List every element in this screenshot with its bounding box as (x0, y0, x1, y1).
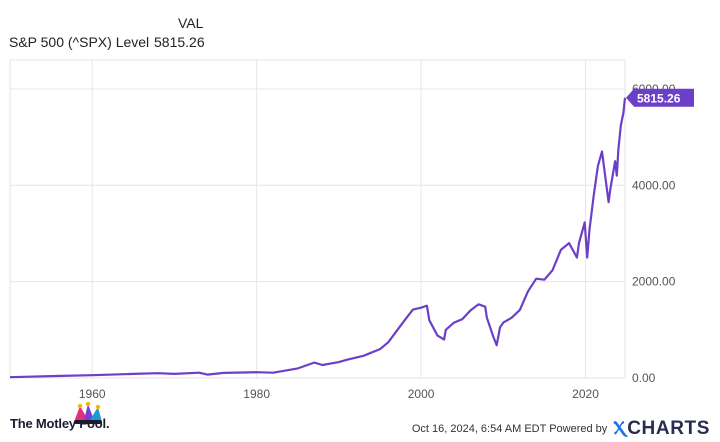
motley-fool-logo: The Motley Fool. (10, 402, 110, 438)
x-tick-label: 2000 (408, 387, 435, 400)
last-value-label: 5815.26 (637, 91, 681, 105)
plot-frame (9, 59, 626, 379)
footer-attribution: Oct 16, 2024, 6:54 AM EDT Powered by Ⲭ C… (412, 418, 710, 440)
timestamp: Oct 16, 2024, 6:54 AM EDT Powered by (411, 423, 608, 435)
x-tick-label: 1960 (79, 387, 106, 400)
y-tick-label: 2000.00 (632, 275, 676, 289)
ycharts-wordmark: CHARTS (627, 418, 710, 439)
legend-series-value: 5815.26 (154, 34, 205, 50)
legend-series-name: S&P 500 (^SPX) Level (9, 34, 150, 50)
series-line (9, 97, 627, 379)
ycharts-y-icon: Ⲭ (613, 418, 627, 439)
x-tick-label: 1980 (243, 387, 270, 400)
line-chart: 0.002000.004000.006000.00196019802000202… (9, 59, 694, 400)
chart-legend: VAL S&P 500 (^SPX) Level 5815.26 (0, 0, 720, 56)
ycharts-logo: Ⲭ CHARTS (613, 418, 710, 440)
jester-hat-icon (74, 402, 102, 424)
y-tick-label: 4000.00 (632, 178, 676, 192)
legend-header: VAL (178, 15, 204, 31)
y-tick-label: 0.00 (632, 371, 656, 385)
x-tick-label: 2020 (572, 387, 599, 400)
last-value-badge (626, 88, 694, 107)
